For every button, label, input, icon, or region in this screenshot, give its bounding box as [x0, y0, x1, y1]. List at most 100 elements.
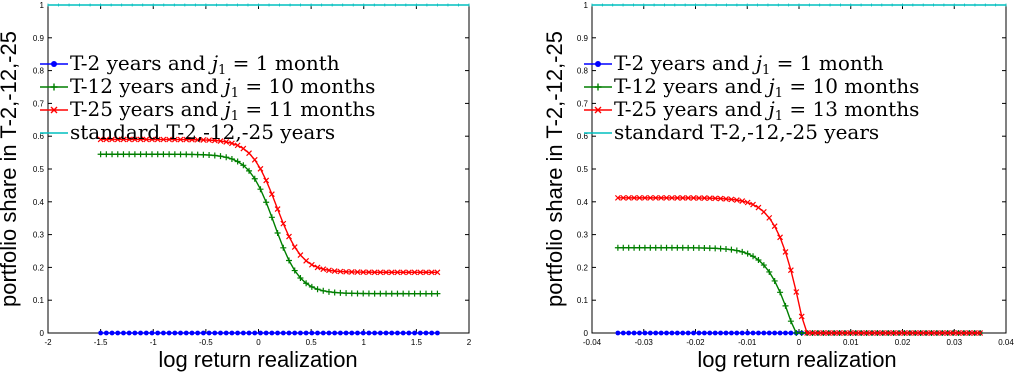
left-data-point [372, 330, 378, 336]
right-data-point [874, 330, 881, 336]
legend-math-symbol: j [221, 74, 231, 98]
right-x-tick-label: -0.03 [635, 338, 654, 347]
right-data-point [647, 194, 654, 201]
right-data-point [766, 268, 773, 275]
legend-text-suffix: = 10 months [783, 74, 919, 98]
left-data-point [349, 330, 355, 336]
right-data-point [787, 267, 794, 274]
right-data-point [652, 244, 659, 251]
left-data-point [326, 330, 332, 336]
right-data-point [696, 195, 702, 201]
right-data-point [652, 194, 659, 201]
left-data-point [166, 136, 173, 143]
right-legend-marker [595, 61, 601, 67]
left-data-point [411, 269, 418, 276]
right-data-point [647, 330, 653, 336]
left-x-tick-label: 0 [256, 338, 261, 347]
right-data-point [653, 330, 659, 336]
left-data-point [240, 145, 247, 152]
left-data-point [434, 290, 441, 297]
left-data-point [240, 330, 246, 336]
right-data-point [641, 244, 648, 251]
right-data-point [771, 223, 778, 230]
right-x-tick-label: 0.03 [946, 338, 962, 347]
right-data-point [729, 330, 734, 336]
right-data-point [620, 244, 627, 251]
left-legend-label: T-25 years and j1 = 11 months [70, 97, 375, 124]
right-x-tick-label: -0.02 [686, 338, 705, 347]
left-data-point [348, 269, 355, 275]
left-data-point [160, 136, 167, 143]
right-data-point [793, 289, 800, 295]
left-data-point [395, 330, 400, 336]
right-data-point [733, 247, 740, 254]
left-data-point [200, 136, 207, 143]
left-data-point [429, 330, 435, 336]
left-data-point [354, 269, 361, 276]
right-data-point [685, 195, 692, 201]
legend-text-suffix: = 1 month [770, 51, 883, 75]
left-data-point [320, 287, 327, 294]
left-data-point [423, 269, 429, 276]
right-y-tick-label: 0.5 [577, 165, 589, 174]
left-data-point [314, 264, 321, 271]
left-data-point [223, 139, 230, 145]
left-data-point [428, 290, 435, 297]
left-data-point [400, 269, 407, 276]
right-data-point [760, 262, 767, 269]
right-data-point [750, 253, 757, 260]
left-legend-item: T-12 years and j1 = 10 months [40, 74, 375, 101]
left-data-point [308, 261, 315, 268]
left-data-point [98, 330, 104, 336]
right-data-point [750, 330, 756, 336]
left-data-point [371, 269, 378, 276]
left-data-point [183, 151, 190, 158]
left-data-point [189, 330, 195, 336]
right-y-tick-label: 0.6 [577, 132, 589, 141]
left-series-1 [98, 330, 440, 336]
right-data-point [782, 248, 789, 255]
right-data-point [641, 194, 648, 201]
left-data-point [303, 257, 310, 264]
left-data-point [417, 269, 424, 276]
left-data-point [234, 158, 241, 165]
left-data-point [360, 269, 367, 276]
right-data-point [890, 330, 897, 336]
right-data-point [728, 196, 735, 203]
legend-text-prefix: standard T-2,-12,-25 years [70, 120, 335, 144]
right-data-point [658, 194, 665, 201]
left-data-point [309, 330, 315, 336]
left-series-4 [47, 3, 470, 7]
right-data-point [663, 244, 670, 251]
left-data-point [103, 330, 109, 336]
left-data-point [383, 290, 390, 297]
right-data-point [755, 204, 762, 211]
right-data-point [842, 330, 848, 336]
left-data-point [286, 233, 292, 240]
left-x-tick-label: 2 [467, 338, 472, 347]
left-data-point [120, 151, 127, 158]
right-data-point [669, 194, 675, 201]
left-data-point [109, 136, 115, 143]
left-legend-item: standard T-2,-12,-25 years [40, 120, 335, 144]
right-data-point [766, 214, 773, 221]
left-data-point [320, 266, 327, 273]
left-data-point [308, 283, 315, 290]
right-data-point [744, 250, 751, 257]
left-series-line [100, 138, 438, 274]
right-data-point [620, 194, 627, 201]
left-data-point [257, 186, 264, 193]
right-data-point [950, 330, 957, 336]
left-data-point [268, 214, 275, 221]
right-data-point [825, 330, 832, 336]
left-data-point [274, 229, 281, 236]
left-data-point [211, 152, 218, 159]
right-data-point [680, 330, 686, 336]
right-legend-item: standard T-2,-12,-25 years [584, 120, 879, 144]
right-data-point [836, 330, 843, 336]
left-data-point [235, 330, 241, 336]
left-data-point [115, 330, 121, 336]
left-data-point [394, 290, 401, 297]
left-data-point [212, 330, 218, 336]
right-data-point [787, 318, 794, 325]
